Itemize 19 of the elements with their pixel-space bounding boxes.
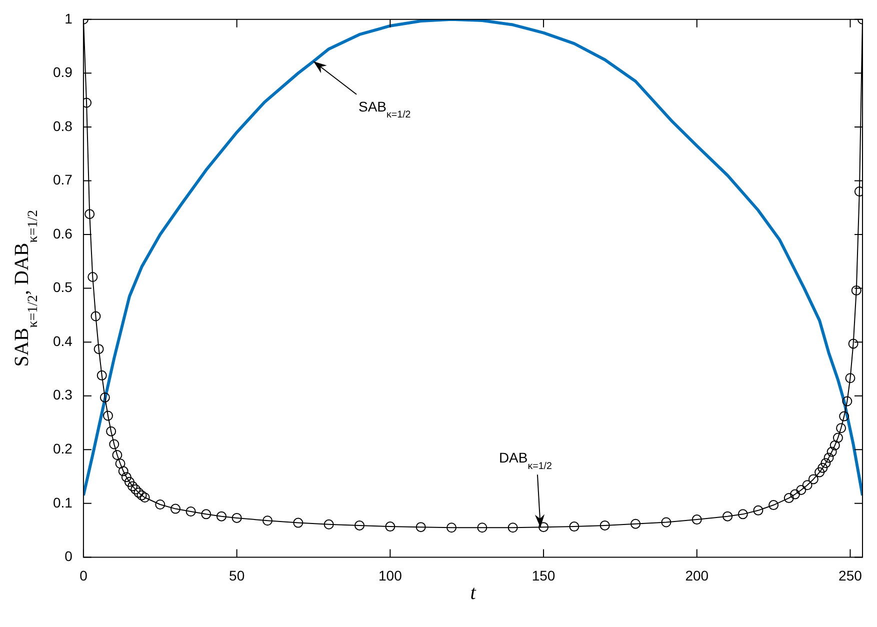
y-tick-label: 0.7: [52, 172, 73, 188]
y-tick-label: 1: [64, 10, 73, 26]
y-tick-label: 0.1: [52, 494, 73, 510]
x-tick-label: 50: [229, 567, 245, 584]
x-tick-label: 200: [685, 567, 709, 584]
y-tick-label: 0.5: [52, 279, 73, 296]
x-tick-label: 150: [532, 567, 556, 584]
y-tick-label: 0.2: [52, 440, 73, 456]
x-tick-label: 250: [838, 567, 862, 584]
y-tick-label: 0.3: [52, 386, 73, 403]
y-tick-label: 0.4: [52, 332, 73, 349]
y-axis-title: SABκ=1/2, DABκ=1/2: [11, 210, 41, 367]
y-tick-label: 0: [64, 548, 73, 564]
y-tick-label: 0.6: [52, 225, 73, 242]
x-tick-label: 100: [378, 567, 402, 584]
y-tick-label: 0.9: [52, 64, 73, 80]
x-tick-label: 0: [80, 567, 88, 584]
y-tick-label: 0.8: [52, 118, 73, 134]
x-axis-title: t: [470, 582, 476, 604]
